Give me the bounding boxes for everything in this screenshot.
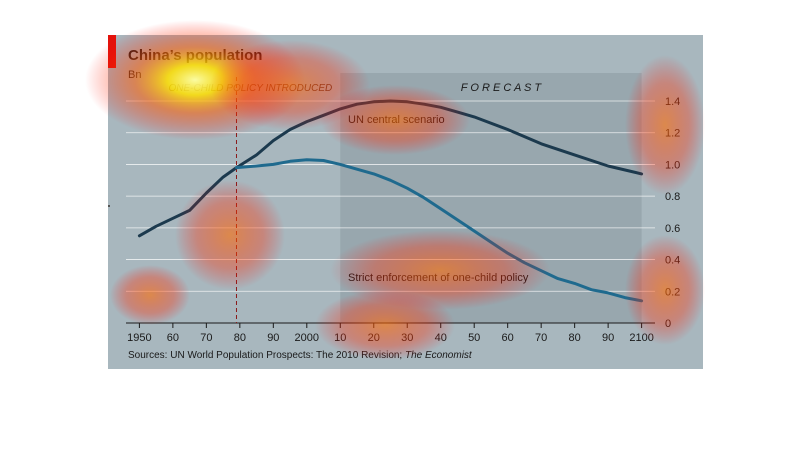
y-tick-label: 1.4 xyxy=(665,96,680,108)
unit-label: Bn xyxy=(128,69,142,81)
x-tick-label: 20 xyxy=(368,332,380,344)
y-tick-label: 1.0 xyxy=(665,159,680,171)
y-tick-label: 0.4 xyxy=(665,255,680,267)
x-tick-label: 10 xyxy=(334,332,346,344)
forecast-label: F O R E C A S T xyxy=(461,82,543,94)
y-tick-label: 0 xyxy=(665,318,671,330)
x-tick-label: 80 xyxy=(569,332,581,344)
x-tick-label: 1950 xyxy=(127,332,151,344)
chart-title: China’s population xyxy=(128,47,263,64)
source-note: Sources: UN World Population Prospects: … xyxy=(128,350,472,361)
x-tick-label: 40 xyxy=(435,332,447,344)
x-tick-label: 60 xyxy=(167,332,179,344)
series-line-2 xyxy=(235,158,644,303)
x-tick-label: 90 xyxy=(267,332,279,344)
x-tick-label: 70 xyxy=(200,332,212,344)
y-tick-label: 0.8 xyxy=(665,191,680,203)
x-tick-label: 60 xyxy=(502,332,514,344)
population-chart: 0 0.2 0.4 0.6 0.8 1.0 1.2 1.4 1950 60 70 80 90 2000 10… xyxy=(108,35,703,369)
source-text: Sources: UN World Population Prospects: … xyxy=(128,350,403,361)
source-italic: The Economist xyxy=(405,350,472,361)
x-tick-label: 30 xyxy=(401,332,413,344)
y-tick-label: 0.2 xyxy=(665,286,680,298)
x-tick-label: 70 xyxy=(535,332,547,344)
chart-card: 0 0.2 0.4 0.6 0.8 1.0 1.2 1.4 1950 60 70 80 90 2000 10… xyxy=(108,35,703,369)
y-tick-label: 0.6 xyxy=(665,223,680,235)
x-tick-label: 90 xyxy=(602,332,614,344)
stray-dot xyxy=(108,205,110,207)
x-tick-label: 2000 xyxy=(295,332,319,344)
y-tick-label: 1.2 xyxy=(665,128,680,140)
series-label-strict: Strict enforcement of one-child policy xyxy=(348,272,529,284)
series-label-un: UN central scenario xyxy=(348,114,445,126)
x-tick-label: 50 xyxy=(468,332,480,344)
x-tick-label: 80 xyxy=(234,332,246,344)
forecast-region xyxy=(340,73,642,323)
x-tick-label: 2100 xyxy=(629,332,653,344)
accent-bar xyxy=(108,35,116,68)
policy-marker-label: ONE-CHILD POLICY INTRODUCED xyxy=(168,83,332,94)
